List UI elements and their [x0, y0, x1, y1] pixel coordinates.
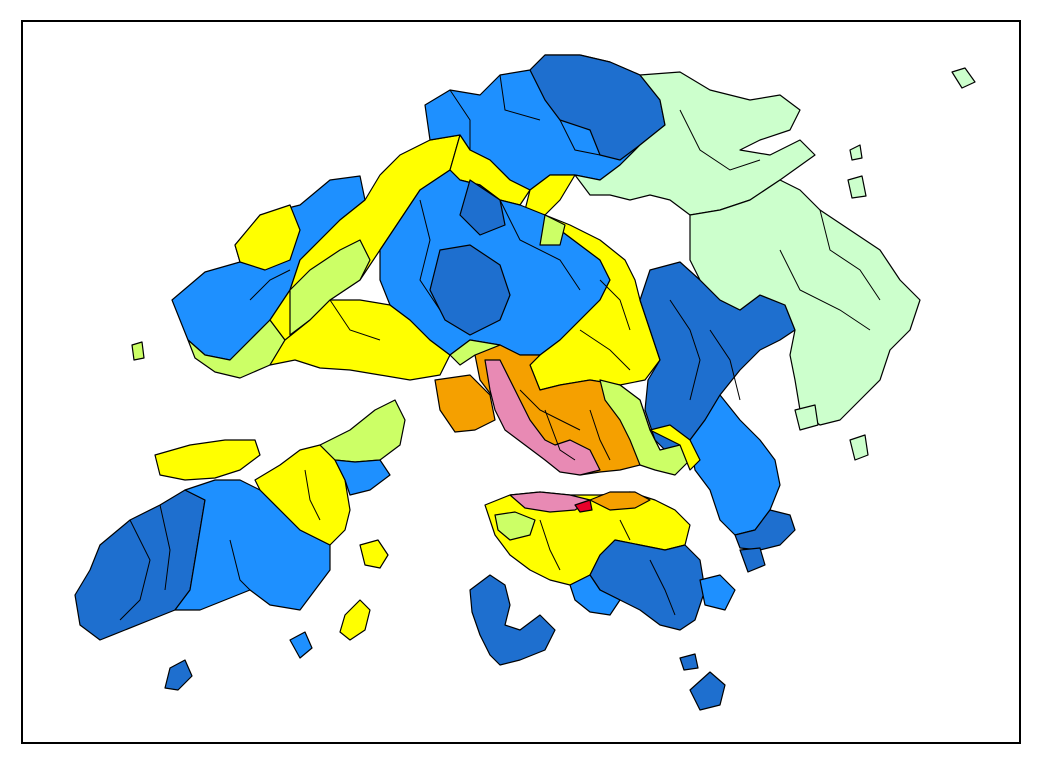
boundary-line	[304, 469, 321, 521]
district-tuen-mun-yellow	[269, 299, 451, 381]
boundary-line	[819, 209, 881, 301]
district-discovery-bay-blue	[334, 459, 391, 496]
district-tung-chung-yellowgreen	[319, 399, 406, 463]
district-shek-kong-darkblue	[459, 179, 506, 236]
district-islet-lightgreen-ne	[951, 67, 976, 89]
district-islet-darkblue-sw	[164, 659, 193, 691]
district-islet-lightgreen-3	[794, 404, 819, 431]
district-islet-lightgreen-2	[847, 175, 867, 199]
district-kowloon-pink	[484, 359, 601, 476]
district-clearwater-darkblue	[734, 509, 796, 551]
boundary-line	[499, 199, 581, 291]
boundary-line	[669, 299, 701, 401]
district-tai-lam-darkblue	[429, 244, 511, 336]
district-nt-west-yellow-1	[234, 204, 301, 271]
district-cheung-chau-blue	[289, 631, 313, 659]
district-hk-island-yellowgreen	[494, 511, 536, 541]
district-stonecutters-orange	[434, 374, 496, 433]
boundary-line	[779, 249, 871, 331]
boundary-line	[419, 199, 441, 311]
district-hk-south-blue	[569, 574, 621, 616]
boundary-line	[579, 329, 631, 371]
district-islet-darkblue-1	[679, 653, 699, 671]
district-hk-island-red	[574, 499, 593, 513]
district-airport-yellow	[154, 439, 261, 481]
boundary-line	[519, 389, 581, 431]
boundary-line	[159, 504, 171, 591]
district-islet-lightgreen-1	[849, 144, 863, 161]
district-islet-yellowgreen-w	[131, 341, 145, 361]
boundary-line	[249, 269, 291, 301]
district-kowloon-east-yellow	[649, 424, 701, 471]
district-islet-blue-ne	[699, 574, 736, 611]
boundary-line	[619, 519, 631, 541]
district-hk-island-orange	[589, 491, 651, 511]
district-shatin-yellowgreen	[539, 214, 566, 246]
district-lamma-darkblue	[469, 574, 556, 666]
district-lantau-darkblue	[74, 489, 206, 641]
district-po-toi-darkblue	[689, 671, 726, 711]
boundary-line	[709, 329, 741, 401]
district-lantau-island-yellow	[359, 539, 389, 569]
district-peng-chau-yellow	[339, 599, 371, 641]
district-kowloon-yellowgreen	[599, 379, 691, 476]
boundary-line	[559, 119, 601, 156]
district-hk-south-darkblue	[589, 539, 706, 631]
boundary-line	[449, 89, 471, 150]
boundary-line	[499, 74, 541, 121]
district-tsuen-wan-yellowgreen	[449, 339, 501, 366]
boundary-line	[679, 109, 761, 171]
boundary-line	[539, 519, 561, 571]
district-islet-lightgreen-4	[849, 434, 869, 461]
boundary-line	[544, 409, 576, 461]
district-lantau-yellow	[254, 444, 351, 546]
district-islet-darkblue-2	[739, 547, 766, 573]
boundary-line	[229, 539, 251, 591]
boundary-line	[599, 279, 631, 331]
boundary-line	[329, 299, 381, 341]
boundary-line	[589, 409, 611, 461]
district-sai-kung-blue-south	[689, 394, 781, 536]
boundary-line	[119, 519, 151, 621]
district-sai-kung-east-lightgreen	[689, 179, 921, 426]
boundary-line	[649, 559, 676, 616]
